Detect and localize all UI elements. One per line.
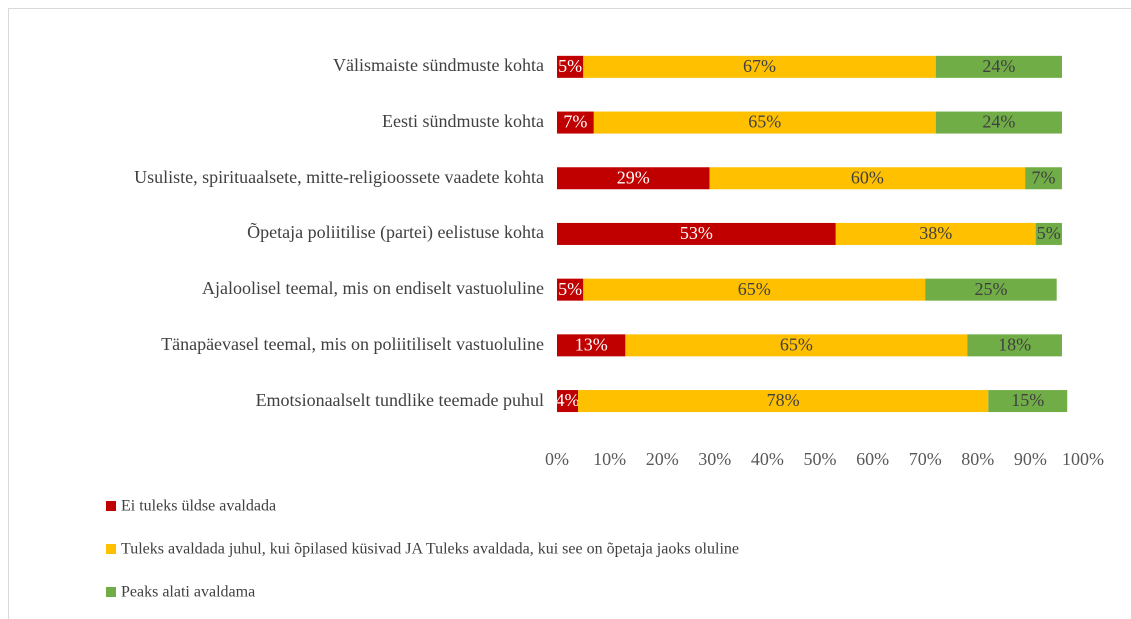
x-tick-label: 60% (856, 449, 889, 469)
data-label: 5% (1037, 223, 1061, 243)
data-label: 65% (748, 112, 781, 132)
data-label: 60% (851, 167, 884, 187)
data-label: 65% (780, 334, 813, 354)
data-label: 38% (919, 223, 952, 243)
data-label: 53% (680, 223, 713, 243)
bar-segment (557, 167, 710, 190)
legend-label: Peaks alati avaldama (121, 584, 255, 601)
data-label: 7% (1032, 167, 1056, 187)
data-label: 24% (982, 112, 1015, 132)
bar-segment (709, 167, 1026, 190)
chart-border (8, 8, 1131, 619)
legend-swatch (106, 587, 116, 597)
data-label: 24% (982, 56, 1015, 76)
x-tick-label: 90% (1014, 449, 1047, 469)
y-tick-label: Eesti sündmuste kohta (382, 111, 544, 132)
data-label: 7% (563, 112, 587, 132)
bar-segment (583, 278, 926, 301)
data-label: 4% (556, 390, 580, 410)
x-tick-label: 50% (804, 449, 837, 469)
bar-segment (583, 55, 936, 78)
bar-segment (557, 111, 594, 134)
legend-label: Ei tuleks üldse avaldada (121, 498, 276, 515)
data-label: 29% (617, 167, 650, 187)
bar-segment (557, 222, 836, 245)
y-tick-label: Usuliste, spirituaalsete, mitte-religioo… (134, 166, 544, 187)
bar-segment (988, 390, 1068, 413)
data-label: 5% (558, 56, 582, 76)
bar-segment (557, 278, 584, 301)
bar-segment (1035, 222, 1062, 245)
y-tick-label: Emotsionaalselt tundlike teemade puhul (255, 389, 544, 410)
data-label: 5% (558, 279, 582, 299)
legend-swatch (106, 501, 116, 511)
bar-segment (925, 278, 1057, 301)
data-label: 15% (1011, 390, 1044, 410)
x-tick-label: 20% (646, 449, 679, 469)
bar-segment (557, 334, 626, 357)
bar-segment (593, 111, 936, 134)
bar-segment (1025, 167, 1062, 190)
bar-segment (935, 111, 1062, 134)
bar-segment (557, 390, 579, 413)
x-tick-label: 30% (698, 449, 731, 469)
y-tick-label: Õpetaja poliitilise (partei) eelistuse k… (247, 222, 544, 243)
bar-segment (578, 390, 989, 413)
legend-label: Tuleks avaldada juhul, kui õpilased küsi… (121, 541, 739, 558)
x-tick-label: 70% (909, 449, 942, 469)
x-tick-label: 80% (961, 449, 994, 469)
legend-swatch (106, 544, 116, 554)
y-tick-label: Ajaloolisel teemal, mis on endiselt vast… (202, 278, 544, 299)
bar-segment (625, 334, 968, 357)
x-tick-label: 0% (545, 449, 569, 469)
y-tick-label: Välismaiste sündmuste kohta (333, 55, 544, 76)
bar-segment (935, 55, 1062, 78)
bar-segment (967, 334, 1062, 357)
data-label: 67% (743, 56, 776, 76)
bar-segment (835, 222, 1036, 245)
x-tick-label: 10% (593, 449, 626, 469)
y-tick-label: Tänapäevasel teemal, mis on poliitilisel… (161, 333, 544, 354)
bar-segment (557, 55, 584, 78)
data-label: 13% (575, 334, 608, 354)
data-label: 25% (974, 279, 1007, 299)
x-tick-label: 40% (751, 449, 784, 469)
data-label: 18% (998, 334, 1031, 354)
data-label: 65% (738, 279, 771, 299)
data-label: 78% (767, 390, 800, 410)
x-tick-label: 100% (1062, 449, 1104, 469)
